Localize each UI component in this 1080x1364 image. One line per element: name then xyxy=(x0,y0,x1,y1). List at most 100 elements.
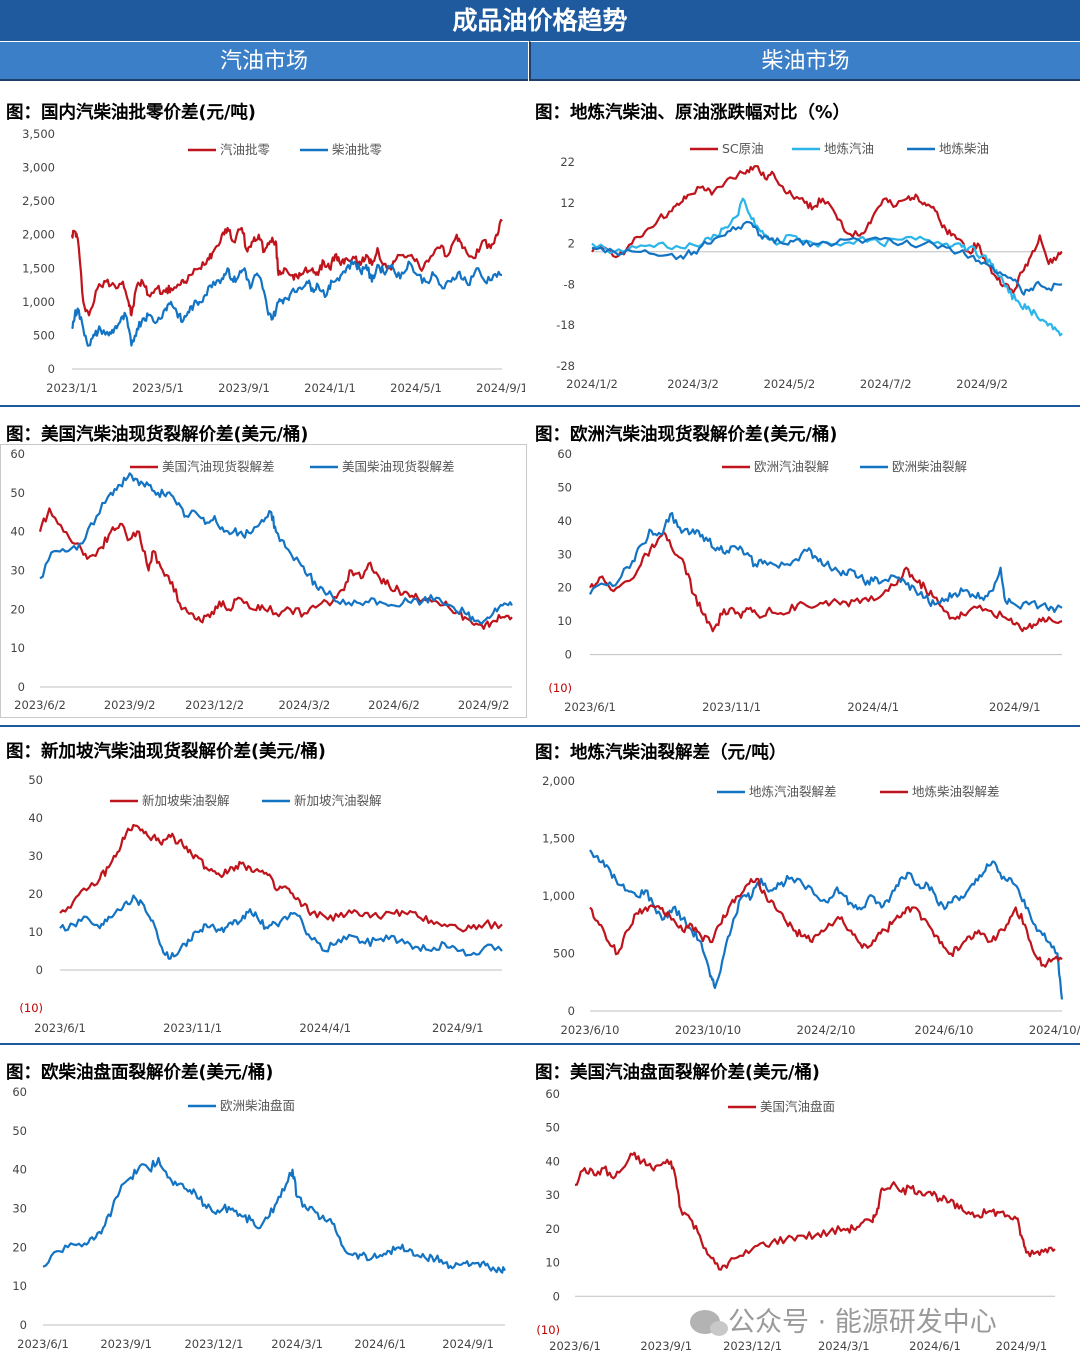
x-tick-label: 2024/7/2 xyxy=(860,377,912,391)
series-line xyxy=(591,164,1063,294)
x-tick-label: 2024/3/2 xyxy=(667,377,719,391)
x-tick-label: 2023/1/1 xyxy=(46,381,98,395)
y-tick-label: 0 xyxy=(18,680,25,694)
y-tick-label: -28 xyxy=(556,359,575,373)
y-tick-label: 50 xyxy=(10,486,25,500)
series-line xyxy=(589,877,1063,968)
chart-us-gasoline-futures-crack: 60 50 40 30 20 10 0 (10) 2023/6/1 2023/9/1 2023/12… xyxy=(536,1087,1056,1353)
legend-label: SC原油 xyxy=(722,141,764,156)
y-tick-label: 3,500 xyxy=(22,127,55,141)
x-tick-label: 2024/9/1 xyxy=(432,1021,484,1035)
legend-label: 美国汽油现货裂解差 xyxy=(162,459,275,474)
legend-label: 地炼汽油 xyxy=(824,141,874,156)
y-tick-label: -8 xyxy=(564,277,575,291)
y-tick-label: 2,500 xyxy=(22,194,55,208)
y-tick-label: 0 xyxy=(553,1289,560,1303)
series-line xyxy=(39,472,513,625)
chart-frame xyxy=(0,444,527,718)
y-tick-label: 50 xyxy=(557,480,572,494)
y-tick-label: -18 xyxy=(556,318,575,332)
row-divider xyxy=(0,405,1080,407)
y-tick-label: 10 xyxy=(28,925,43,939)
y-tick-label: 30 xyxy=(12,1202,27,1216)
x-tick-label: 2024/9/2 xyxy=(458,698,510,712)
series-line xyxy=(59,823,503,933)
chart-title: 图：地炼汽柴油、原油涨跌幅对比（%） xyxy=(535,103,851,123)
x-tick-label: 2024/5/1 xyxy=(390,381,442,395)
y-tick-label: 10 xyxy=(545,1256,560,1270)
series-line xyxy=(589,531,1063,633)
y-tick-label: 60 xyxy=(545,1087,560,1101)
legend-label: 新加坡柴油裂解 xyxy=(142,793,230,808)
diesel-market-header: 柴油市场 xyxy=(529,41,1080,81)
legend-label: 柴油批零 xyxy=(332,142,383,157)
series-line xyxy=(591,220,1063,296)
x-tick-label: 2024/5/2 xyxy=(764,377,816,391)
y-tick-label: 10 xyxy=(10,641,25,655)
x-tick-label: 2023/9/1 xyxy=(100,1337,152,1351)
y-tick-label: 2,000 xyxy=(542,774,575,788)
chart-title: 图：国内汽柴油批零价差(元/吨) xyxy=(6,103,256,123)
x-tick-label: 2024/6/10 xyxy=(915,1023,974,1037)
y-tick-label: 20 xyxy=(557,581,572,595)
row-divider xyxy=(0,1043,1080,1045)
x-tick-label: 2023/6/1 xyxy=(564,700,616,714)
y-tick-label: 50 xyxy=(545,1121,560,1135)
x-tick-label: 2024/6/1 xyxy=(909,1339,961,1353)
chart-europe-diesel-futures-crack: 60 50 40 30 20 10 0 2023/6/1 2023/9/1 2023/12/1 20… xyxy=(12,1085,506,1351)
chart-refinery-vs-crude: 22 12 2 -8 -18 -28 2024/1/2 2024/3/2 2024/5/2 202… xyxy=(556,141,1063,391)
x-tick-label: 2024/3/1 xyxy=(271,1337,323,1351)
x-tick-label: 2024/9/2 xyxy=(956,377,1008,391)
y-tick-label: (10) xyxy=(536,1323,560,1337)
x-tick-label: 2023/10/10 xyxy=(675,1023,741,1037)
y-tick-label: 40 xyxy=(28,811,43,825)
y-tick-label: 1,500 xyxy=(22,261,55,275)
x-tick-label: 2024/9/1 xyxy=(989,700,1041,714)
y-tick-label: 20 xyxy=(545,1222,560,1236)
x-tick-label: 2024/9/1 xyxy=(476,381,525,395)
y-tick-label: 0 xyxy=(48,362,55,376)
series-line xyxy=(589,849,1064,1000)
chart-retail-wholesale-spread: 3,500 3,000 2,500 2,000 1,500 1,000 500 0 2023/1… xyxy=(22,127,525,395)
legend-label: 欧洲柴油裂解 xyxy=(892,459,967,474)
y-tick-label: 30 xyxy=(28,849,43,863)
series-line xyxy=(42,1156,506,1274)
watermark: 公众号 · 能源研发中心 xyxy=(690,1300,997,1339)
chart-title: 图：美国汽柴油现货裂解价差(美元/桶) xyxy=(6,425,309,445)
y-tick-label: 40 xyxy=(10,525,25,539)
x-tick-label: 2023/6/1 xyxy=(17,1337,69,1351)
y-tick-label: 50 xyxy=(28,773,43,787)
y-tick-label: 1,000 xyxy=(542,889,575,903)
y-tick-label: 20 xyxy=(28,887,43,901)
y-tick-label: 1,000 xyxy=(22,295,55,309)
legend-label: 美国汽油盘面 xyxy=(760,1099,835,1114)
y-tick-label: 40 xyxy=(12,1163,27,1177)
y-tick-label: 60 xyxy=(12,1085,27,1099)
watermark-text: 公众号 · 能源研发中心 xyxy=(728,1307,997,1338)
legend-label: 汽油批零 xyxy=(220,142,271,157)
x-tick-label: 2023/6/10 xyxy=(561,1023,620,1037)
x-tick-label: 2023/12/2 xyxy=(185,698,244,712)
y-tick-label: 20 xyxy=(10,602,25,616)
x-tick-label: 2024/2/10 xyxy=(797,1023,856,1037)
x-tick-label: 2023/6/1 xyxy=(549,1339,601,1353)
chart-title: 图：欧柴油盘面裂解价差(美元/桶) xyxy=(6,1063,274,1083)
x-tick-label: 2024/6/2 xyxy=(368,698,420,712)
x-tick-label: 2024/1/1 xyxy=(304,381,356,395)
x-tick-label: 2023/9/1 xyxy=(218,381,270,395)
legend-label: 地炼汽油裂解差 xyxy=(749,784,837,799)
x-tick-label: 2023/9/1 xyxy=(640,1339,692,1353)
y-tick-label: 40 xyxy=(545,1154,560,1168)
y-tick-label: 0 xyxy=(20,1318,27,1332)
y-tick-label: 0 xyxy=(568,1004,575,1018)
x-tick-label: 2024/4/1 xyxy=(847,700,899,714)
x-tick-label: 2023/6/2 xyxy=(14,698,66,712)
legend-label: 欧洲汽油裂解 xyxy=(754,459,829,474)
chart-title: 图：地炼汽柴油裂解差（元/吨） xyxy=(535,743,787,763)
y-tick-label: 500 xyxy=(33,328,55,342)
chart-refinery-crack: 2,000 1,500 1,000 500 0 2023/6/10 2023/10/10 20… xyxy=(542,774,1080,1037)
y-tick-label: 3,000 xyxy=(22,161,55,175)
chart-us-spot-crack: 60 50 40 30 20 10 0 2023/6/2 2023/9/2 2023/12/2 20… xyxy=(0,444,527,718)
x-tick-label: 2023/11/1 xyxy=(163,1021,222,1035)
y-tick-label: 22 xyxy=(560,155,575,169)
